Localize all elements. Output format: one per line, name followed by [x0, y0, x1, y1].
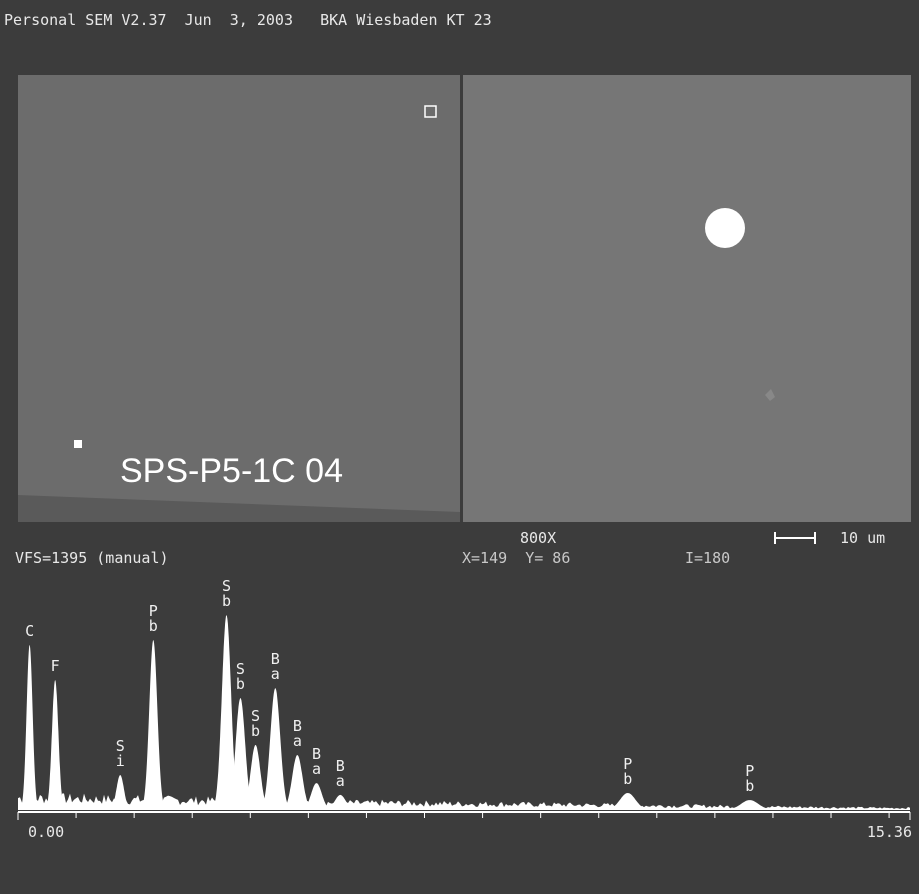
peak-label: Ba — [270, 650, 280, 684]
peak-label: Sb — [251, 706, 261, 740]
peak — [318, 794, 363, 810]
peak-label: Sb — [221, 577, 231, 611]
peak-label: C — [25, 622, 35, 641]
marker-dot — [74, 440, 82, 448]
peak-label: Ba — [311, 745, 321, 779]
peak — [255, 688, 296, 810]
intensity: I=180 — [685, 549, 731, 567]
image-edge — [18, 495, 460, 522]
peak-label: Si — [115, 737, 125, 771]
header-title: Personal SEM V2.37 Jun 3, 2003 BKA Wiesb… — [4, 11, 492, 29]
peak-label: Pb — [148, 602, 158, 636]
peak — [236, 745, 275, 810]
peak-label: Pb — [745, 762, 755, 796]
detail-image — [463, 75, 911, 522]
peak-label: Ba — [292, 717, 302, 751]
cursor-position: X=149 Y= 86 — [462, 549, 571, 567]
speck — [765, 389, 775, 401]
peak — [208, 615, 245, 810]
peak — [42, 680, 68, 810]
particle — [705, 208, 745, 248]
spectrum — [17, 615, 911, 820]
peak — [295, 783, 338, 810]
peak-label: Sb — [235, 660, 245, 693]
vfs: VFS=1395 (manual) — [15, 549, 169, 567]
marker-box — [424, 105, 437, 118]
magnification: 800X — [520, 529, 557, 547]
scale-label: 10 um — [840, 529, 886, 547]
x-tick-label: 0.00 — [28, 823, 65, 841]
x-tick-label: 15.36 — [866, 823, 912, 841]
overview-image — [18, 75, 460, 522]
peak-label: Pb — [623, 755, 633, 788]
peak — [17, 645, 42, 810]
peak — [105, 775, 136, 810]
peak — [137, 640, 170, 810]
peak-label: Ba — [335, 756, 345, 790]
peak-label: F — [50, 657, 60, 676]
peak — [596, 793, 659, 810]
peak — [221, 698, 260, 810]
peak — [714, 800, 785, 810]
sample-label: SPS-P5-1C 04 — [120, 452, 343, 490]
peak — [276, 755, 318, 810]
